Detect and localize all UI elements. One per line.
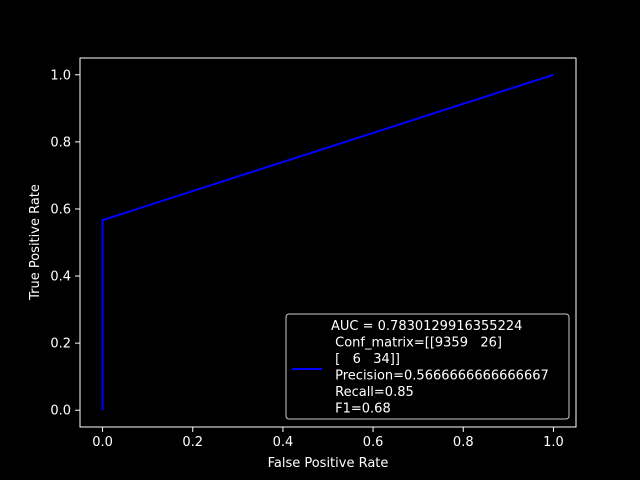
x-tick-label: 0.4 — [273, 435, 294, 450]
y-tick-label: 0.0 — [50, 404, 71, 419]
legend-label: AUC = 0.7830129916355224 Conf_matrix=[[9… — [331, 319, 549, 417]
y-tick-label: 0.6 — [50, 202, 71, 217]
y-axis-ticks: 0.0 0.2 0.4 0.6 0.8 1.0 — [50, 68, 80, 419]
legend: AUC = 0.7830129916355224 Conf_matrix=[[9… — [285, 313, 570, 420]
y-tick-label: 0.2 — [50, 337, 71, 352]
x-tick-label: 1.0 — [543, 435, 564, 450]
x-tick-label: 0.6 — [363, 435, 384, 450]
y-tick-label: 0.8 — [50, 135, 71, 150]
legend-label-line: AUC = 0.7830129916355224 — [331, 319, 522, 334]
legend-label-line: Conf_matrix=[[9359 26] — [331, 336, 502, 351]
y-tick-label: 0.4 — [50, 270, 71, 285]
legend-label-line: Recall=0.85 — [331, 385, 414, 400]
legend-label-line: [ 6 34]] — [331, 352, 400, 367]
x-tick-label: 0.0 — [92, 435, 113, 450]
series-layer — [101, 73, 554, 411]
y-axis-label: True Positive Rate — [28, 184, 43, 301]
roc-curve-line — [101, 73, 554, 411]
plot-area-frame — [79, 57, 577, 428]
legend-label-line: Precision=0.5666666666666667 — [331, 369, 549, 384]
legend-box — [285, 313, 570, 420]
y-tick-label: 1.0 — [50, 68, 71, 83]
x-axis-label: False Positive Rate — [268, 456, 389, 471]
legend-label-line: F1=0.68 — [331, 402, 391, 417]
x-axis-ticks: 0.0 0.2 0.4 0.6 0.8 1.0 — [92, 427, 564, 450]
x-tick-label: 0.2 — [182, 435, 203, 450]
x-tick-label: 0.8 — [453, 435, 474, 450]
